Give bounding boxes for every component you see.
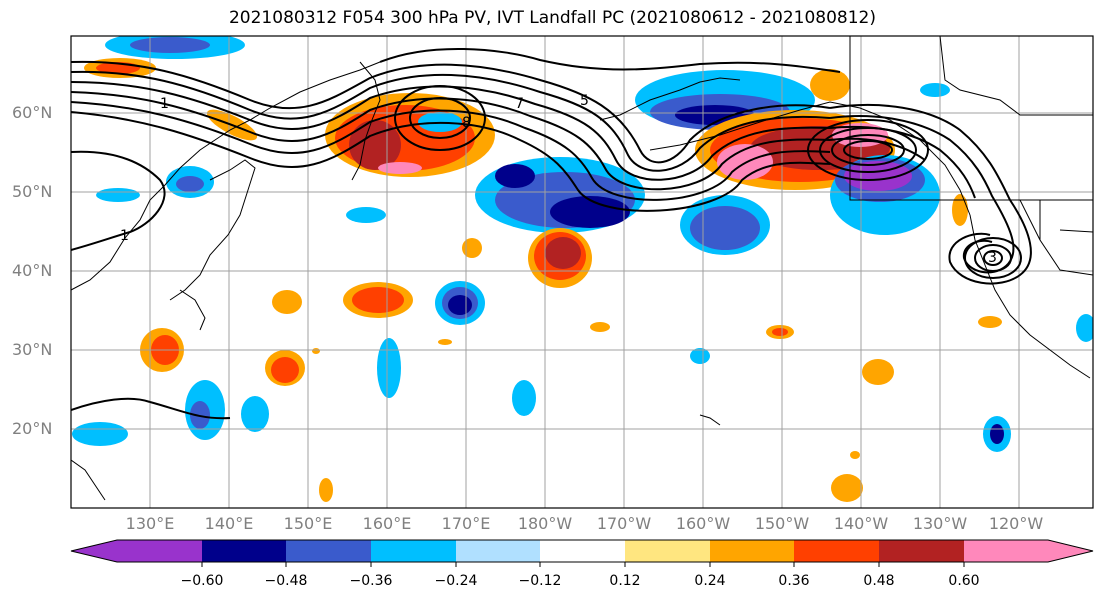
colorbar-segment [456,540,540,562]
pv-anomaly-positive [831,474,863,502]
contour-label: 1 [160,96,169,112]
lon-label: 160°E [362,514,412,533]
lon-label: 180°W [517,514,573,533]
lon-label: 140°E [204,514,254,533]
lon-label: 150°E [283,514,333,533]
lon-label: 130°E [125,514,175,533]
colorbar-min-extension [71,540,117,562]
colorbar-segment [286,540,371,562]
lat-label: 40°N [12,261,53,280]
lat-label: 20°N [12,419,53,438]
lon-label: 140°W [833,514,889,533]
lat-label: 30°N [12,340,53,359]
pv-anomaly-positive [462,238,482,258]
contour-label: 3 [988,250,997,266]
graticule [71,36,1093,508]
colorbar-segment [794,540,879,562]
colorbar-segment [879,540,964,562]
pv-anomaly-positive [590,322,610,332]
pv-anomaly-positive [862,359,894,385]
lat-label: 50°N [12,182,53,201]
pv-anomaly-negative [990,424,1004,444]
colorbar-segment [540,540,625,562]
pv-anomaly-negative [920,83,950,97]
colorbar-tick-label: −0.36 [349,573,393,589]
lon-label: 150°W [754,514,810,533]
colorbar-tick-label: 0.60 [948,573,980,589]
pv-anomaly-negative [377,338,401,398]
pv-anomaly-negative [512,380,536,416]
contour-labels: 1 7 8 5 3 1 [120,93,997,266]
lat-label: 60°N [12,103,53,122]
pv-anomaly-positive [850,451,860,459]
colorbar-tick-label: 0.48 [863,573,895,589]
pv-anomaly-positive [352,287,404,313]
colorbar-segment [710,540,794,562]
colorbar-tick-label: 0.36 [778,573,810,589]
colorbar-segment [625,540,710,562]
colorbar-segment [117,540,202,562]
map-title: 2021080312 F054 300 hPa PV, IVT Landfall… [228,8,876,28]
pv-anomaly-positive [772,328,788,336]
pv-anomaly-positive [378,162,422,174]
pv-anomaly-positive [271,357,299,383]
colorbar-tick-label: 0.12 [609,573,641,589]
colorbar-tick-label: −0.48 [264,573,308,589]
pv-anomaly-negative [550,196,630,228]
colorbar [70,539,1094,567]
pv-anomaly-positive [978,316,1002,328]
colorbar-tick-label: −0.12 [518,573,562,589]
pv-anomaly-positive [319,478,333,502]
lon-label: 130°W [912,514,968,533]
pv-anomaly-positive [438,339,452,345]
pv-anomaly-negative [176,176,204,192]
contour-label: 7 [515,96,524,112]
colorbar-tick-label: 0.24 [694,573,726,589]
pv-anomaly-positive [810,69,850,101]
pv-anomaly-negative [1076,314,1093,342]
contour-label: 1 [120,228,129,244]
pv-anomaly-negative [346,207,386,223]
colorbar-segment [202,540,286,562]
pv-anomaly-positive [952,194,968,226]
colorbar-tick-label: −0.24 [434,573,478,589]
colorbar-max-extension [1048,540,1093,562]
colorbar-segment [371,540,456,562]
colorbar-tick-label: −0.60 [180,573,224,589]
pv-contours [71,47,1032,420]
pv-anomaly-negative [72,422,128,446]
lon-label: 160°W [675,514,731,533]
contour-label: 5 [580,93,589,109]
lon-label: 170°E [441,514,491,533]
map-frame [70,35,1094,509]
colorbar-segment [964,540,1048,562]
pv-anomaly-positive [272,290,302,314]
contour-label: 8 [462,115,471,131]
lon-label: 120°W [988,514,1044,533]
pv-anomaly-negative [241,396,269,432]
lon-label: 170°W [596,514,652,533]
pv-anomaly-negative [690,206,760,250]
pv-anomaly-negative [495,164,535,188]
pv-anomaly-negative [190,401,210,429]
colorbar-outline [70,539,1094,563]
pv-anomaly-negative [96,188,140,202]
pv-anomaly-negative [448,295,472,315]
pv-anomaly-negative [130,37,210,53]
pv-anomaly-negative [690,348,710,364]
pv-anomaly-positive [312,348,320,354]
pv-anomaly-positive [545,237,581,269]
